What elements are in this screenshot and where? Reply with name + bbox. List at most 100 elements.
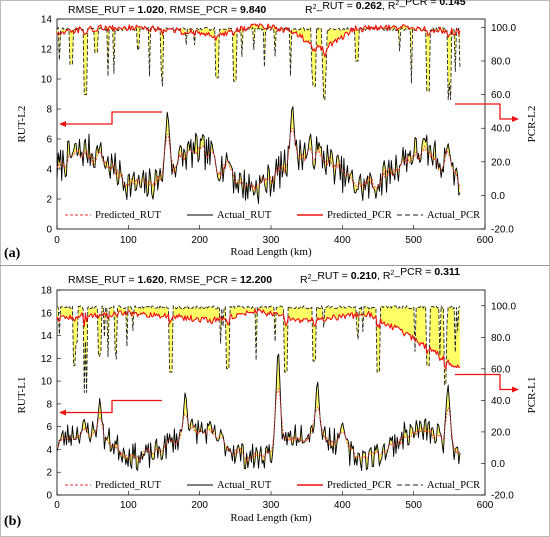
stat-label: R — [300, 274, 308, 286]
left-axis-arrow — [65, 111, 162, 125]
y-right-tick-label: 80.0 — [491, 57, 511, 68]
stat-label: , — [377, 270, 383, 282]
y-left-tick-label: 10 — [41, 377, 53, 388]
right-arrowhead — [512, 386, 519, 393]
y-right-tick-label: 40.0 — [491, 396, 511, 407]
y-left-tick-label: 10 — [41, 75, 53, 86]
stat-label: R — [305, 4, 313, 16]
x-tick-label: 300 — [263, 235, 280, 246]
x-axis-label: Road Length (km) — [230, 246, 312, 258]
actual-pcr-line — [56, 26, 461, 101]
rut-diff-fill — [57, 354, 460, 471]
superscript: 2 — [395, 0, 399, 7]
legend: Predicted_RUT Actual_RUT Predicted_PCR Actu… — [65, 480, 480, 491]
y-left-tick-label: 8 — [46, 399, 52, 410]
y-left-tick-label: 12 — [41, 45, 53, 56]
panel-a: RMSE_RUT = 1.020, RMSE_PCR = 9.840 R2_RUT… — [4, 0, 538, 261]
predicted-rut-line — [56, 388, 461, 463]
y-left-tick-label: 14 — [41, 331, 53, 342]
y-left-tick-label: 2 — [46, 468, 52, 479]
actual-rut-line — [56, 353, 461, 472]
x-tick-label: 300 — [263, 500, 280, 511]
right-axis-arrow — [455, 373, 513, 391]
y-left-tick-label: 6 — [46, 135, 52, 146]
legend-label: Actual_RUT — [217, 210, 272, 221]
panel-label: (a) — [4, 246, 21, 261]
y-right-tick-label: 20.0 — [491, 157, 511, 168]
pcr-diff-fill — [57, 305, 460, 393]
actual-pcr-line — [56, 305, 461, 393]
axis-arrows — [59, 103, 519, 127]
r2-stats: R2_RUT = 0.262, R2_PCR = 0.145 — [305, 0, 466, 16]
legend: Predicted_RUT Actual_RUT Predicted_PCR Actu… — [65, 210, 480, 221]
stat-value: 9.840 — [240, 4, 266, 16]
stat-value: 0.145 — [439, 0, 465, 8]
x-tick-label: 600 — [477, 500, 494, 511]
stat-value: 1.020 — [138, 4, 164, 16]
r2-stats: R2_RUT = 0.210, R2_PCR = 0.311 — [300, 266, 460, 286]
y-right-tick-label: -20.0 — [491, 225, 514, 236]
y-right-axis-label: PCR-L1 — [526, 377, 538, 414]
stat-value: 0.210 — [351, 270, 377, 282]
x-tick-label: 500 — [405, 500, 422, 511]
stat-label: _PCR = — [398, 0, 439, 8]
x-tick-label: 0 — [54, 500, 60, 511]
y-right-tick-label: 0.0 — [491, 191, 505, 202]
y-left-tick-label: 12 — [41, 354, 53, 365]
stat-label: , — [382, 0, 388, 12]
y-right-tick-label: 80.0 — [491, 333, 511, 344]
y-right-tick-label: 60.0 — [491, 90, 511, 101]
stat-label: _PCR = — [393, 266, 434, 278]
y-left-tick-label: 8 — [46, 105, 52, 116]
x-tick-label: 400 — [334, 500, 351, 511]
x-tick-label: 200 — [191, 235, 208, 246]
rut-diff-fill — [57, 106, 460, 204]
y-left-tick-label: 0 — [46, 225, 52, 236]
y-right-tick-label: 40.0 — [491, 124, 511, 135]
stat-value: 0.311 — [434, 266, 460, 278]
x-tick-label: 100 — [120, 500, 137, 511]
x-tick-label: 0 — [54, 235, 60, 246]
x-tick-label: 600 — [477, 235, 494, 246]
superscript: 2 — [313, 4, 317, 11]
y-right-tick-label: 100.0 — [491, 301, 516, 312]
superscript: 2 — [308, 274, 312, 281]
left-arrowhead — [59, 409, 66, 416]
y-right-tick-label: 60.0 — [491, 364, 511, 375]
superscript: 2 — [390, 270, 394, 277]
y-right-tick-label: 0.0 — [491, 459, 505, 470]
rmse-stats: RMSE_RUT = 1.020, RMSE_PCR = 9.840 — [68, 4, 266, 16]
legend-label: Actual_PCR — [427, 480, 480, 491]
predicted-pcr-line — [56, 308, 461, 370]
y-left-tick-label: 18 — [41, 286, 53, 297]
rmse-stats: RMSE_RUT = 1.620, RMSE_PCR = 12.200 — [68, 274, 272, 286]
y-right-tick-label: 100.0 — [491, 23, 516, 34]
plot-frame — [56, 18, 486, 230]
stat-label: R — [388, 0, 396, 12]
stat-label: , RMSE_PCR = — [164, 4, 240, 16]
y-left-tick-label: 4 — [46, 445, 52, 456]
stat-label: RMSE_RUT = — [68, 4, 138, 16]
y-left-tick-label: 4 — [46, 165, 52, 176]
y-left-tick-label: 14 — [41, 15, 53, 26]
left-arrowhead — [59, 121, 66, 127]
y-left-tick-label: 0 — [46, 491, 52, 502]
y-left-tick-label: 2 — [46, 195, 52, 206]
y-left-tick-label: 6 — [46, 422, 52, 433]
right-axis-arrow — [455, 103, 513, 120]
stat-label: _RUT = — [316, 0, 356, 12]
legend-label: Predicted_PCR — [327, 210, 392, 221]
predicted-pcr-line — [56, 23, 461, 58]
y-right-tick-label: -20.0 — [491, 491, 514, 502]
y-right-axis-label: PCR-L2 — [526, 106, 538, 143]
legend-label: Predicted_RUT — [95, 210, 161, 221]
panel-b: RMSE_RUT = 1.620, RMSE_PCR = 12.200 R2_RU… — [4, 266, 538, 529]
stat-label: , RMSE_PCR = — [164, 274, 240, 286]
stat-value: 12.200 — [240, 274, 272, 286]
y-left-axis-label: RUT-L1 — [16, 377, 28, 414]
y-left-axis-label: RUT-L2 — [16, 106, 28, 143]
x-tick-label: 400 — [334, 235, 351, 246]
